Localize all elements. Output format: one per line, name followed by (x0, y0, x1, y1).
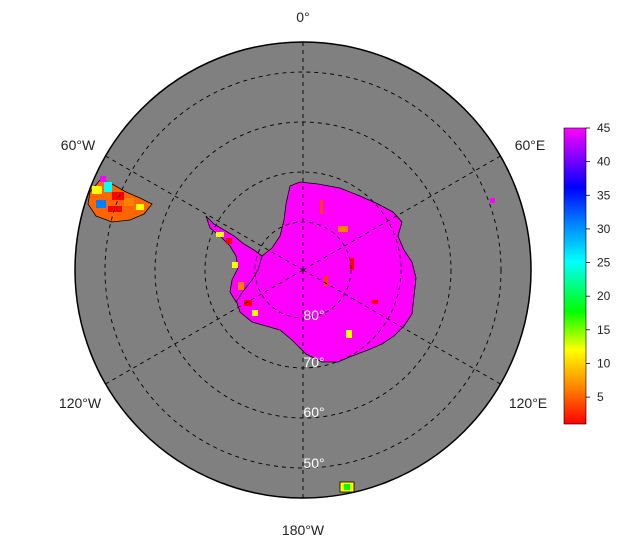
lon-label-0: 0° (296, 9, 309, 25)
lon-label-60e: 60°E (515, 137, 546, 153)
lon-label-120w: 120°W (59, 395, 102, 411)
colorbar-tick-label: 5 (597, 390, 604, 404)
colorbar-ticks: 45 40 35 30 25 20 15 10 5 (586, 121, 611, 404)
lon-label-60w: 60°W (61, 137, 96, 153)
lon-label-180w: 180°W (282, 522, 325, 538)
colorbar-tick-label: 45 (597, 121, 611, 135)
antarctica-data-cells (320, 200, 378, 338)
colorbar-tick-label: 30 (597, 222, 611, 236)
peninsula-data-cells (216, 232, 258, 316)
graticule (104, 42, 502, 498)
colorbar-tick-label: 40 (597, 155, 611, 169)
colorbar-tick-label: 15 (597, 323, 611, 337)
meridian-line (105, 155, 304, 271)
colorbar-tick-label: 25 (597, 256, 611, 270)
meridian-line (302, 155, 501, 271)
meridian-line (105, 269, 304, 385)
colorbar-gradient (563, 127, 587, 425)
lat-label-60: 60° (303, 404, 324, 420)
meridian-line (302, 269, 501, 385)
colorbar-tick-label: 10 (597, 356, 611, 370)
land-layer (87, 176, 495, 493)
lat-label-70: 70° (303, 354, 324, 370)
lon-label-120e: 120°E (509, 395, 547, 411)
map-border (74, 41, 532, 499)
island-cell-east (490, 198, 495, 203)
lat-label-50: 50° (303, 455, 324, 471)
island-cell-green (344, 484, 350, 490)
lat-label-80: 80° (303, 307, 324, 323)
latitude-circle (104, 71, 502, 469)
colorbar-tick-label: 20 (597, 289, 611, 303)
colorbar: 45 40 35 30 25 20 15 10 5 (563, 121, 611, 425)
colorbar-tick-label: 35 (597, 188, 611, 202)
